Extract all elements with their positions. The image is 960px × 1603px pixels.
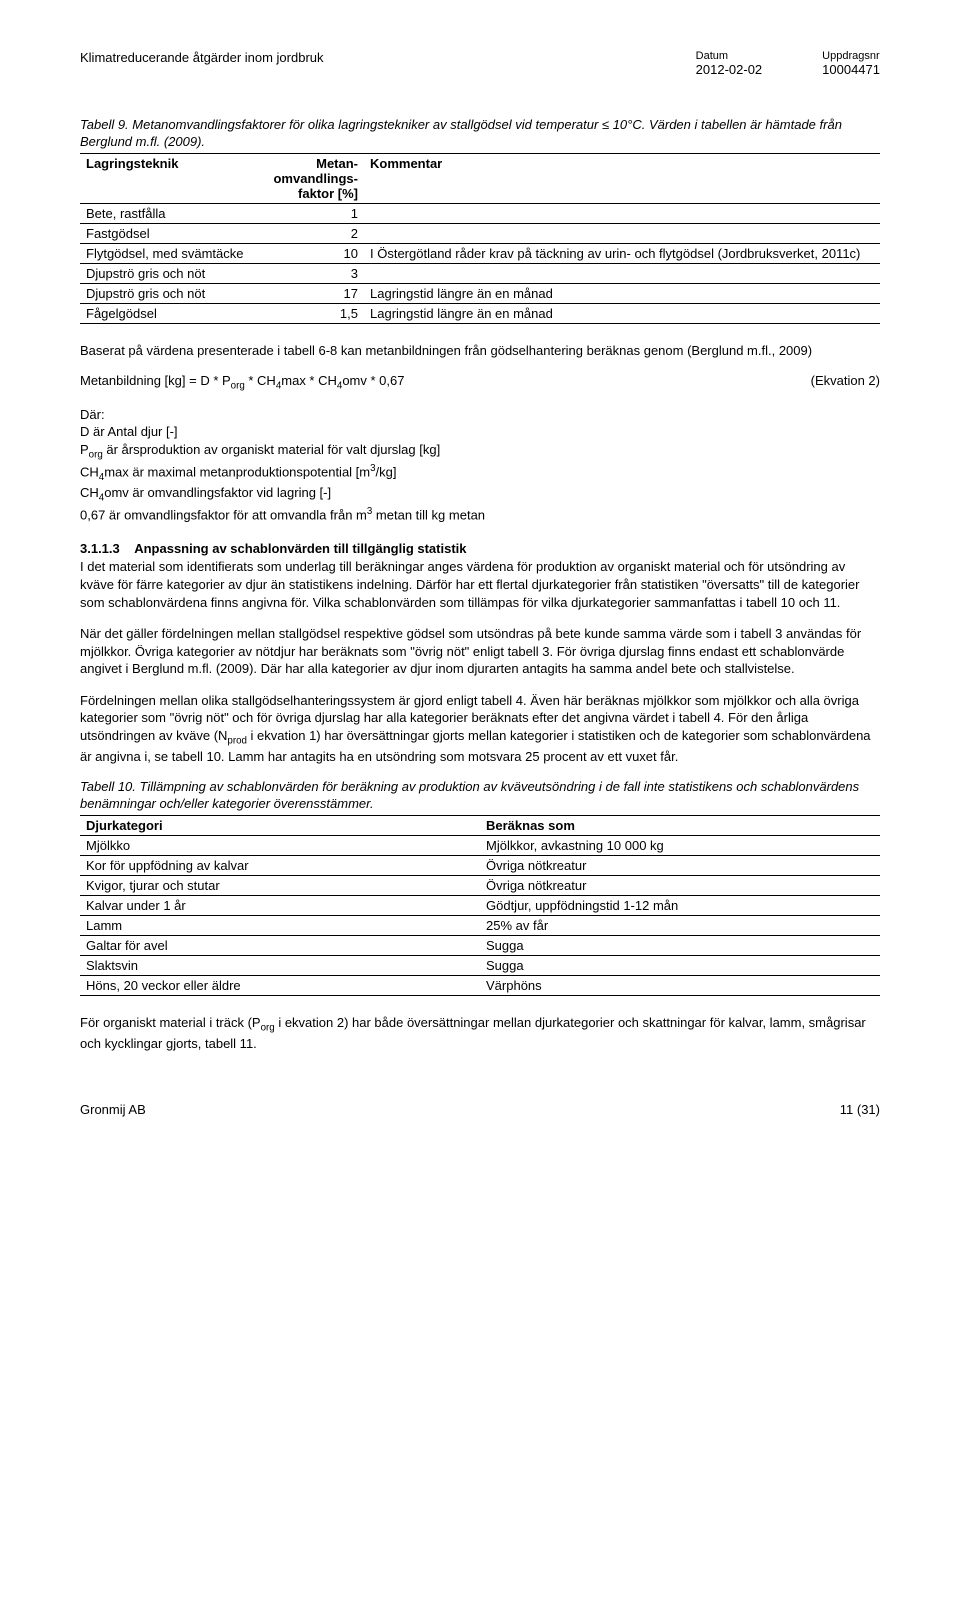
equation-label: (Ekvation 2) xyxy=(811,373,880,392)
header-title: Klimatreducerande åtgärder inom jordbruk xyxy=(80,50,696,77)
table-row: Lamm25% av får xyxy=(80,915,880,935)
table-row: Kor för uppfödning av kalvarÖvriga nötkr… xyxy=(80,855,880,875)
para-after-t9: Baserat på värdena presenterade i tabell… xyxy=(80,342,880,360)
table-row: Fastgödsel2 xyxy=(80,223,880,243)
cell: Slaktsvin xyxy=(80,955,480,975)
table-row: Bete, rastfålla1 xyxy=(80,203,880,223)
cell: Kvigor, tjurar och stutar xyxy=(80,875,480,895)
equation-row: Metanbildning [kg] = D * Porg * CH4max *… xyxy=(80,373,880,392)
table-row: Djupströ gris och nöt17Lagringstid längr… xyxy=(80,283,880,303)
cell: 3 xyxy=(262,263,364,283)
where-line2: Porg är årsproduktion av organiskt mater… xyxy=(80,441,880,462)
table-row: Kalvar under 1 årGödtjur, uppfödningstid… xyxy=(80,895,880,915)
cell xyxy=(364,203,880,223)
cell: Lagringstid längre än en månad xyxy=(364,303,880,323)
where-line4: CH4omv är omvandlingsfaktor vid lagring … xyxy=(80,484,880,505)
cell xyxy=(364,263,880,283)
cell: 2 xyxy=(262,223,364,243)
header-datum-label: Datum xyxy=(696,50,763,62)
paragraph-4: För organiskt material i träck (Porg i e… xyxy=(80,1014,880,1052)
table9-caption: Tabell 9. Metanomvandlingsfaktorer för o… xyxy=(80,117,880,151)
footer-left: Gronmij AB xyxy=(80,1102,146,1117)
table10-col2: Beräknas som xyxy=(480,815,880,835)
cell: Övriga nötkreatur xyxy=(480,855,880,875)
table-row: Djupströ gris och nöt3 xyxy=(80,263,880,283)
cell: Sugga xyxy=(480,935,880,955)
table-header-row: Djurkategori Beräknas som xyxy=(80,815,880,835)
page-header: Klimatreducerande åtgärder inom jordbruk… xyxy=(80,50,880,77)
cell: Värphöns xyxy=(480,975,880,995)
where-title: Där: xyxy=(80,406,880,424)
table-row: Fågelgödsel1,5Lagringstid längre än en m… xyxy=(80,303,880,323)
cell: Kor för uppfödning av kalvar xyxy=(80,855,480,875)
cell: Sugga xyxy=(480,955,880,975)
table9-col3: Kommentar xyxy=(364,153,880,203)
cell: Gödtjur, uppfödningstid 1-12 mån xyxy=(480,895,880,915)
cell: Djupströ gris och nöt xyxy=(80,283,262,303)
where-block: Där: D är Antal djur [-] Porg är årsprod… xyxy=(80,406,880,524)
paragraph-2: När det gäller fördelningen mellan stall… xyxy=(80,625,880,678)
cell: Flytgödsel, med svämtäcke xyxy=(80,243,262,263)
table10: Djurkategori Beräknas som MjölkkoMjölkko… xyxy=(80,815,880,996)
table-row: Flytgödsel, med svämtäcke10I Östergötlan… xyxy=(80,243,880,263)
cell: 10 xyxy=(262,243,364,263)
cell: 1,5 xyxy=(262,303,364,323)
cell: Höns, 20 veckor eller äldre xyxy=(80,975,480,995)
table-row: MjölkkoMjölkkor, avkastning 10 000 kg xyxy=(80,835,880,855)
cell: Mjölkkor, avkastning 10 000 kg xyxy=(480,835,880,855)
page-footer: Gronmij AB 11 (31) xyxy=(80,1102,880,1117)
paragraph-1: I det material som identifierats som und… xyxy=(80,558,880,611)
cell: Mjölkko xyxy=(80,835,480,855)
paragraph-3: Fördelningen mellan olika stallgödselhan… xyxy=(80,692,880,765)
table9-col2: Metan-omvandlings-faktor [%] xyxy=(262,153,364,203)
cell: Övriga nötkreatur xyxy=(480,875,880,895)
cell: Fastgödsel xyxy=(80,223,262,243)
table9-col1: Lagringsteknik xyxy=(80,153,262,203)
header-uppdrag-label: Uppdragsnr xyxy=(822,50,880,62)
header-datum-value: 2012-02-02 xyxy=(696,62,763,77)
footer-right: 11 (31) xyxy=(840,1102,880,1117)
cell: Lagringstid längre än en månad xyxy=(364,283,880,303)
where-line5: 0,67 är omvandlingsfaktor för att omvand… xyxy=(80,505,880,524)
cell xyxy=(364,223,880,243)
table10-caption: Tabell 10. Tillämpning av schablonvärden… xyxy=(80,779,880,813)
table-row: Höns, 20 veckor eller äldreVärphöns xyxy=(80,975,880,995)
cell: Galtar för avel xyxy=(80,935,480,955)
table-row: Kvigor, tjurar och stutarÖvriga nötkreat… xyxy=(80,875,880,895)
cell: 17 xyxy=(262,283,364,303)
section-number: 3.1.1.3 xyxy=(80,541,120,556)
where-line3: CH4max är maximal metanproduktionspotent… xyxy=(80,462,880,484)
cell: Djupströ gris och nöt xyxy=(80,263,262,283)
equation-text: Metanbildning [kg] = D * Porg * CH4max *… xyxy=(80,373,404,392)
section-title: Anpassning av schablonvärden till tillgä… xyxy=(134,541,466,556)
table10-col1: Djurkategori xyxy=(80,815,480,835)
section-heading: 3.1.1.3 Anpassning av schablonvärden til… xyxy=(80,541,880,556)
table-row: SlaktsvinSugga xyxy=(80,955,880,975)
cell: I Östergötland råder krav på täckning av… xyxy=(364,243,880,263)
cell: Lamm xyxy=(80,915,480,935)
cell: 1 xyxy=(262,203,364,223)
cell: Kalvar under 1 år xyxy=(80,895,480,915)
header-uppdrag-value: 10004471 xyxy=(822,62,880,77)
table-header-row: Lagringsteknik Metan-omvandlings-faktor … xyxy=(80,153,880,203)
table-row: Galtar för avelSugga xyxy=(80,935,880,955)
cell: Fågelgödsel xyxy=(80,303,262,323)
where-line1: D är Antal djur [-] xyxy=(80,423,880,441)
table9: Lagringsteknik Metan-omvandlings-faktor … xyxy=(80,153,880,324)
cell: Bete, rastfålla xyxy=(80,203,262,223)
cell: 25% av får xyxy=(480,915,880,935)
